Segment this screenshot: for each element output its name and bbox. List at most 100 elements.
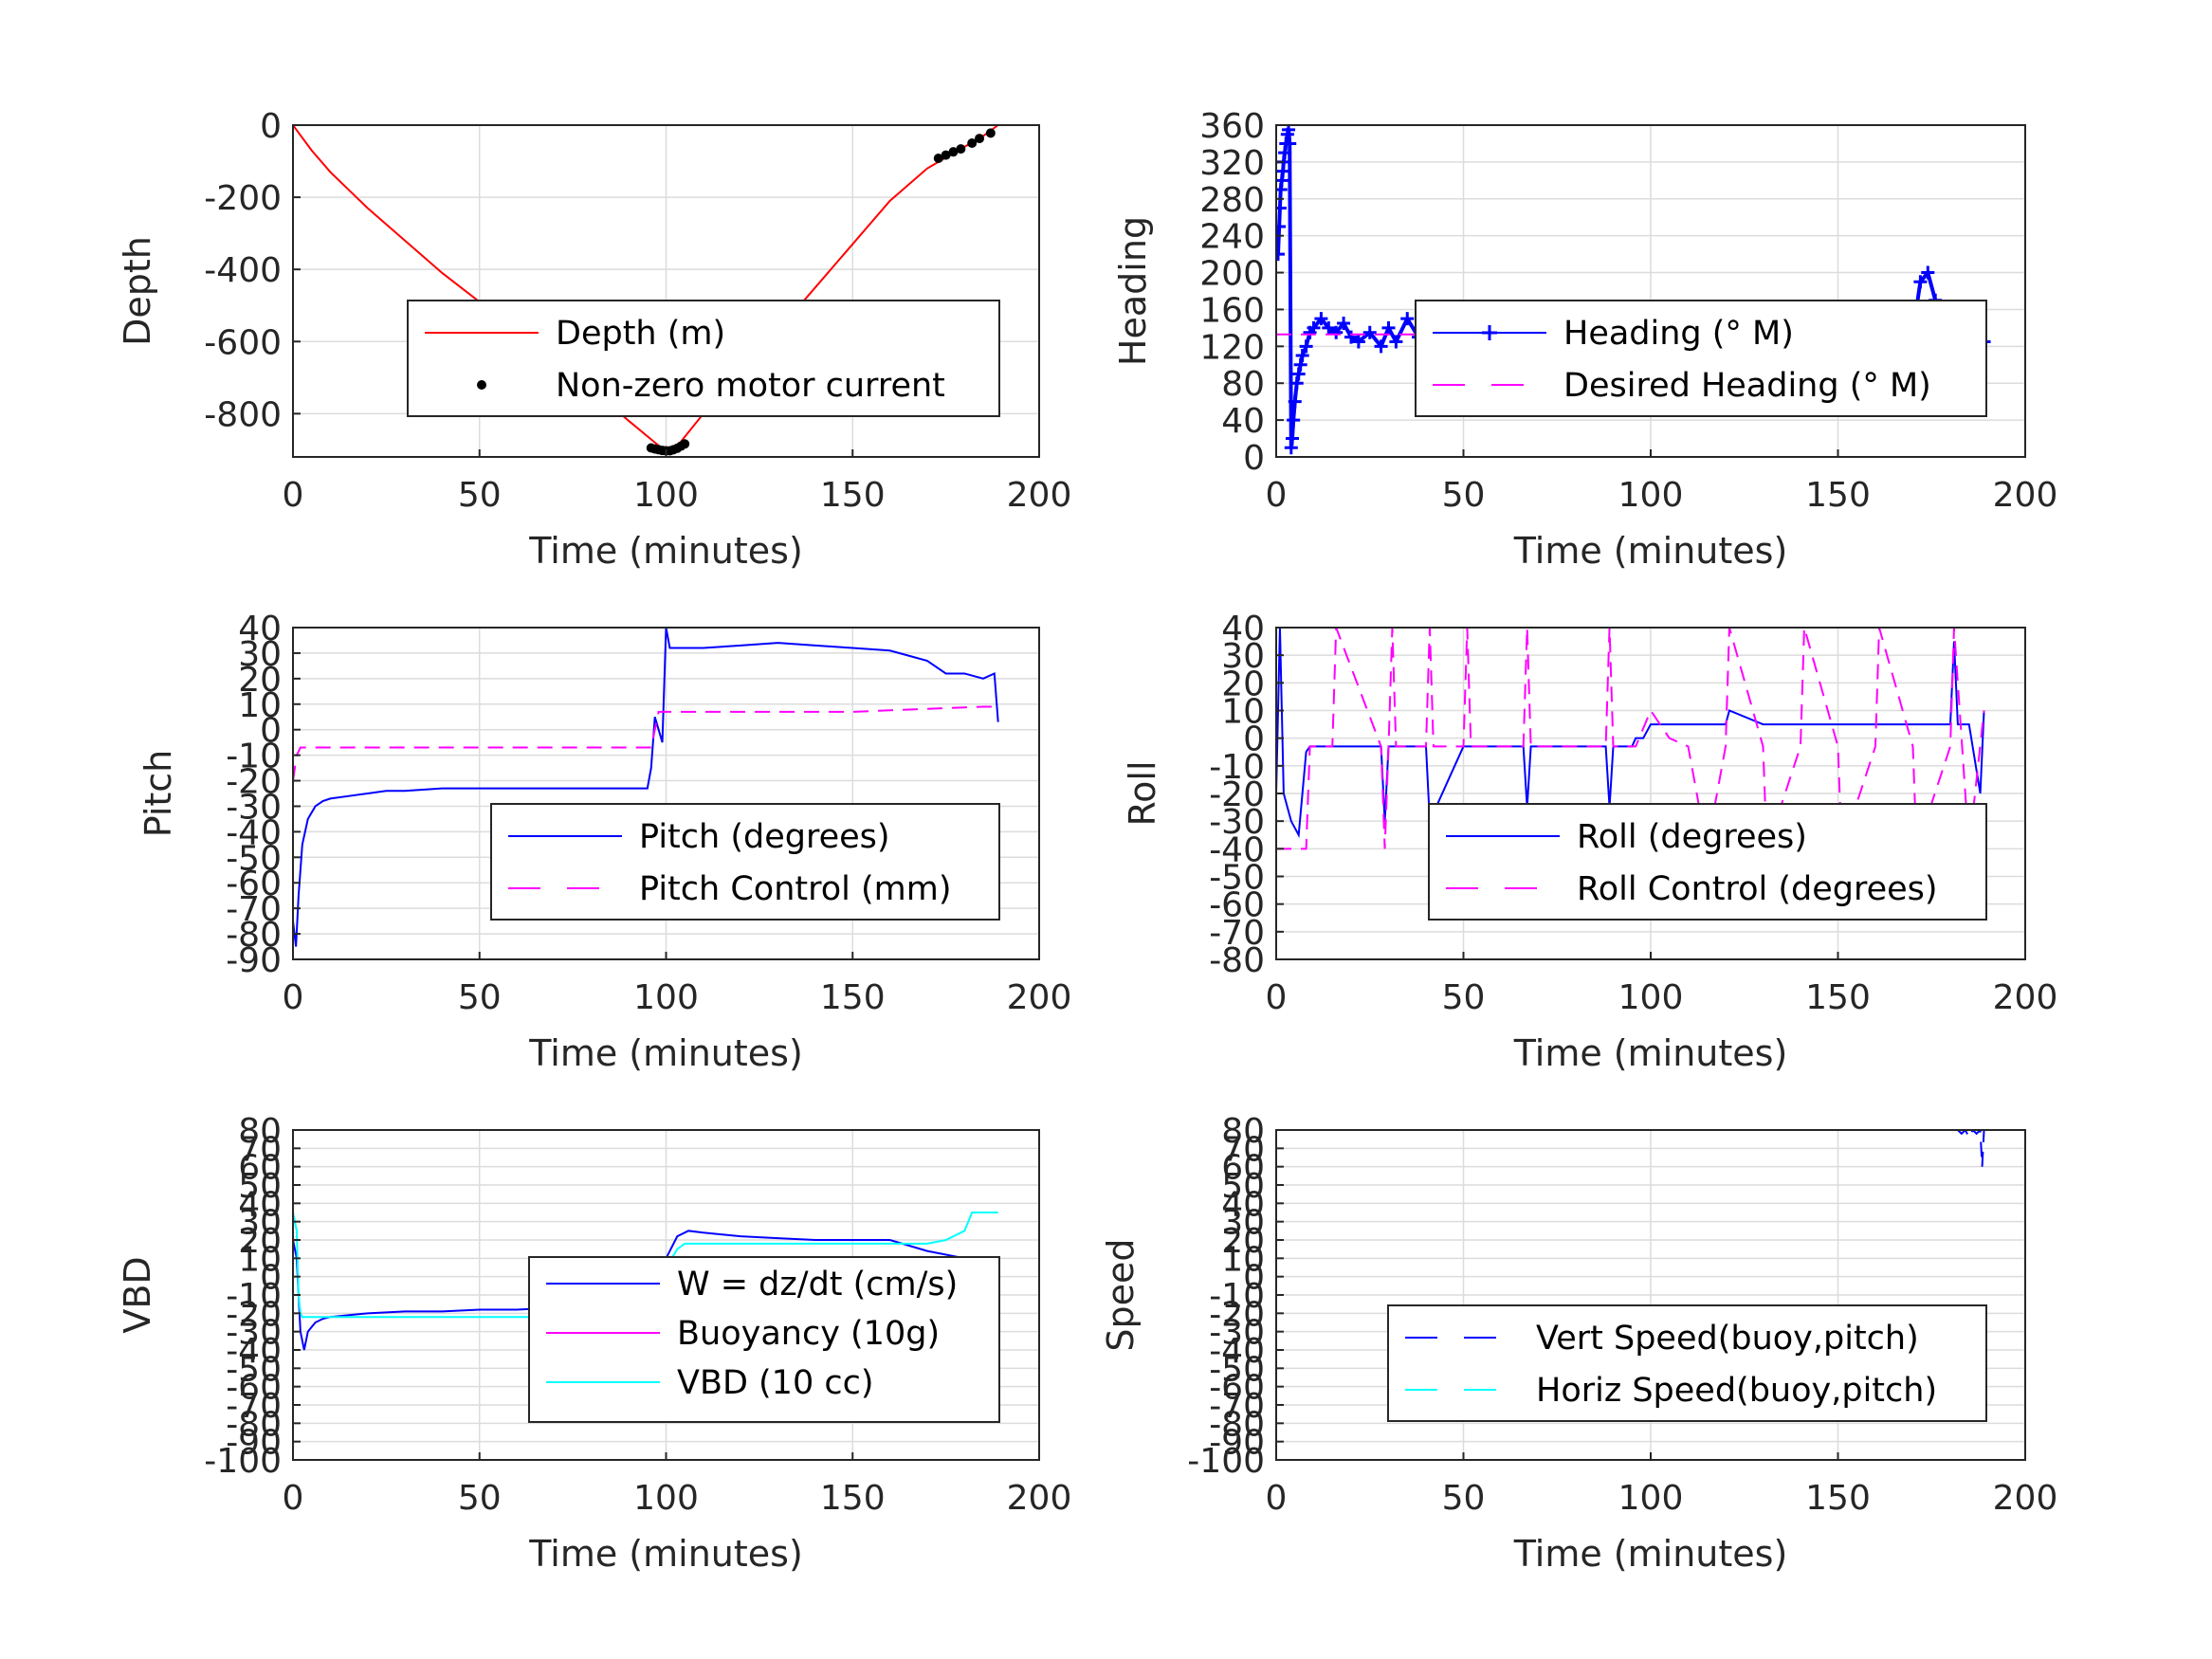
x-tick-label: 50 [458, 1479, 502, 1518]
x-tick-label: 50 [458, 978, 502, 1017]
y-tick-label: -40 [1209, 830, 1265, 869]
y-tick-label: -70 [226, 1387, 282, 1426]
data-marker [1291, 367, 1306, 381]
legend: Heading (° M) Desired Heading (° M) [1415, 300, 1987, 417]
y-tick-label: 200 [1199, 255, 1265, 294]
chart-pitch: 0 50 100 150 200-90-80-70-60-50-40-30-20-100… [137, 610, 1071, 1074]
data-marker [1285, 431, 1299, 446]
y-tick-label: 20 [1221, 665, 1265, 703]
series-line [293, 628, 999, 947]
x-tick-label: 150 [820, 1479, 886, 1518]
y-tick-label: 30 [1221, 1204, 1265, 1243]
x-tick-label: 0 [283, 476, 304, 515]
series-line [1276, 628, 1985, 850]
y-tick-label: 30 [1221, 637, 1265, 676]
data-marker [1295, 349, 1309, 363]
legend-box [407, 300, 1000, 417]
legend-marker [477, 380, 486, 390]
x-tick-label: 200 [1007, 978, 1072, 1017]
y-tick-label: -50 [1209, 859, 1265, 898]
x-tick-label: 0 [1266, 978, 1288, 1017]
y-tick-label: 0 [1243, 1259, 1265, 1298]
y-tick-label: 80 [1221, 365, 1265, 404]
y-tick-label: -20 [226, 763, 282, 802]
series-layer [1276, 628, 1985, 850]
y-tick-label: 10 [1221, 693, 1265, 732]
y-tick-label: 40 [238, 1185, 282, 1224]
chart-roll: 0 50 100 150 200-80-70-60-50-40-30-20-100102… [1122, 610, 2057, 1074]
y-tick-label: -40 [1209, 1332, 1265, 1371]
y-tick-label: -100 [1187, 1442, 1265, 1481]
data-marker [1276, 219, 1287, 233]
x-tick-label: 100 [1618, 1479, 1684, 1518]
y-tick-label: 60 [238, 1149, 282, 1188]
y-tick-label: -10 [226, 1277, 282, 1316]
data-marker [1293, 357, 1307, 372]
y-tick-label: 70 [238, 1130, 282, 1169]
legend-label: W = dz/dt (cm/s) [677, 1266, 958, 1304]
data-marker [1283, 137, 1297, 151]
y-tick-label: -90 [1209, 1424, 1265, 1463]
y-axis-label: Roll [1122, 760, 1163, 826]
chart-speed: 0 50 100 150 200-100-90-80-70-60-50-40-30-20… [1100, 1112, 2057, 1575]
data-marker [1288, 394, 1302, 409]
data-point [967, 138, 978, 149]
data-marker [1362, 325, 1377, 339]
x-tick-label: 100 [633, 1479, 699, 1518]
y-tick-label: -90 [226, 941, 282, 980]
data-marker [1389, 335, 1403, 349]
y-tick-label: -40 [226, 1332, 282, 1371]
y-tick-label: 0 [260, 1259, 282, 1298]
data-marker [1276, 247, 1285, 262]
y-tick-label: 0 [1243, 439, 1265, 478]
y-tick-label: 0 [260, 712, 282, 751]
legend-label: Buoyancy (10g) [677, 1315, 940, 1353]
y-tick-label: -20 [226, 1295, 282, 1334]
y-axis-label: Speed [1100, 1238, 1142, 1351]
y-tick-label: -80 [226, 916, 282, 955]
legend: Depth (m) Non-zero motor current [407, 300, 1000, 417]
x-tick-label: 100 [633, 476, 699, 515]
x-tick-label: 100 [1618, 476, 1684, 515]
x-tick-label: 50 [1442, 978, 1486, 1017]
y-tick-label: 80 [1221, 1112, 1265, 1151]
legend-label: Heading (° M) [1563, 315, 1794, 353]
y-axis-label: VBD [117, 1256, 158, 1333]
y-tick-label: 30 [238, 635, 282, 674]
y-tick-label: -50 [226, 839, 282, 878]
y-tick-label: 10 [1221, 1240, 1265, 1279]
y-tick-label: -60 [1209, 1369, 1265, 1408]
y-tick-label: -30 [226, 1314, 282, 1353]
y-tick-label: -20 [1209, 775, 1265, 814]
data-point [933, 154, 943, 163]
x-axis-label: Time (minutes) [528, 530, 803, 572]
y-tick-label: -60 [226, 1369, 282, 1408]
y-tick-label: 0 [1243, 720, 1265, 759]
data-marker [1913, 275, 1928, 289]
x-tick-label: 200 [1007, 476, 1072, 515]
y-tick-label: -80 [1209, 941, 1265, 980]
legend-label: VBD (10 cc) [677, 1364, 874, 1402]
y-tick-label: 240 [1199, 218, 1265, 257]
legend-box [490, 803, 1000, 921]
legend-label: Non-zero motor current [556, 367, 945, 405]
y-tick-label: 30 [238, 1204, 282, 1243]
data-marker [1351, 335, 1365, 349]
x-tick-label: 200 [1993, 978, 2058, 1017]
y-axis-label: Heading [1112, 216, 1154, 366]
y-tick-label: -20 [1209, 1295, 1265, 1334]
y-tick-label: 160 [1199, 291, 1265, 330]
y-tick-label: -90 [226, 1424, 282, 1463]
data-point [956, 144, 966, 155]
x-tick-label: 150 [1805, 1479, 1871, 1518]
x-tick-label: 200 [1993, 1479, 2058, 1518]
y-tick-label: 40 [238, 610, 282, 648]
legend-box [1387, 1304, 1987, 1422]
legend-label: Roll Control (degrees) [1577, 870, 1938, 908]
x-tick-label: 0 [1266, 476, 1288, 515]
chart-vbd: 0 50 100 150 200-100-90-80-70-60-50-40-30-20… [117, 1112, 1071, 1575]
y-tick-label: 360 [1199, 107, 1265, 146]
legend-label: Roll (degrees) [1577, 818, 1807, 856]
data-marker [1314, 312, 1328, 326]
